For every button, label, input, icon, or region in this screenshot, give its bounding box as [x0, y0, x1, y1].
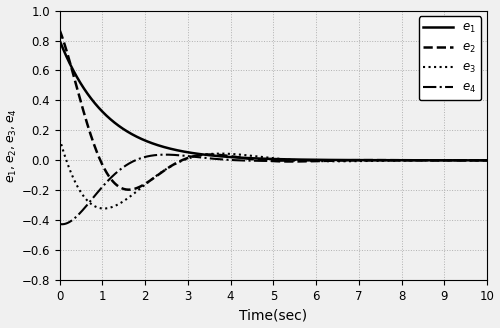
- $e_3$: [56, 137, 62, 141]
- $e_3$: [106, 206, 112, 210]
- $e_1$: [220, 154, 226, 158]
- $e_4$: [430, 158, 436, 162]
- Line: $e_4$: $e_4$: [60, 154, 487, 224]
- $e_3$: [430, 158, 436, 162]
- $e_3$: [239, 153, 245, 157]
- $e_1$: [484, 158, 490, 162]
- $e_3$: [484, 158, 490, 162]
- $e_2$: [220, 154, 226, 157]
- $e_4$: [484, 158, 490, 162]
- $e_2$: [131, 187, 137, 191]
- $e_2$: [476, 158, 482, 162]
- $e_3$: [101, 207, 107, 211]
- $e_4$: [56, 222, 62, 226]
- $e_4$: [240, 158, 246, 162]
- $e_2$: [106, 174, 112, 177]
- $e_2$: [484, 158, 490, 162]
- $e_4$: [59, 222, 65, 226]
- $e_2$: [239, 156, 245, 160]
- Line: $e_3$: $e_3$: [60, 139, 487, 209]
- $e_1$: [239, 156, 245, 160]
- $e_3$: [476, 158, 482, 162]
- $e_3$: [220, 152, 226, 155]
- X-axis label: Time(sec): Time(sec): [240, 308, 308, 322]
- $e_4$: [162, 153, 168, 156]
- Legend: $e_1$, $e_2$, $e_3$, $e_4$: $e_1$, $e_2$, $e_3$, $e_4$: [418, 16, 481, 100]
- $e_4$: [221, 157, 227, 161]
- $e_3$: [131, 192, 137, 195]
- $e_1$: [476, 158, 482, 162]
- $e_2$: [56, 28, 62, 32]
- Line: $e_1$: $e_1$: [60, 41, 487, 160]
- $e_4$: [476, 158, 482, 162]
- $e_2$: [430, 158, 436, 162]
- $e_1$: [430, 158, 436, 162]
- $e_1$: [131, 133, 137, 137]
- $e_1$: [106, 115, 112, 119]
- $e_4$: [131, 159, 137, 163]
- $e_1$: [56, 39, 62, 43]
- Y-axis label: $e_1, e_2, e_3, e_4$: $e_1, e_2, e_3, e_4$: [6, 108, 18, 183]
- $e_2$: [126, 188, 132, 192]
- Line: $e_2$: $e_2$: [60, 30, 487, 190]
- $e_4$: [106, 178, 112, 182]
